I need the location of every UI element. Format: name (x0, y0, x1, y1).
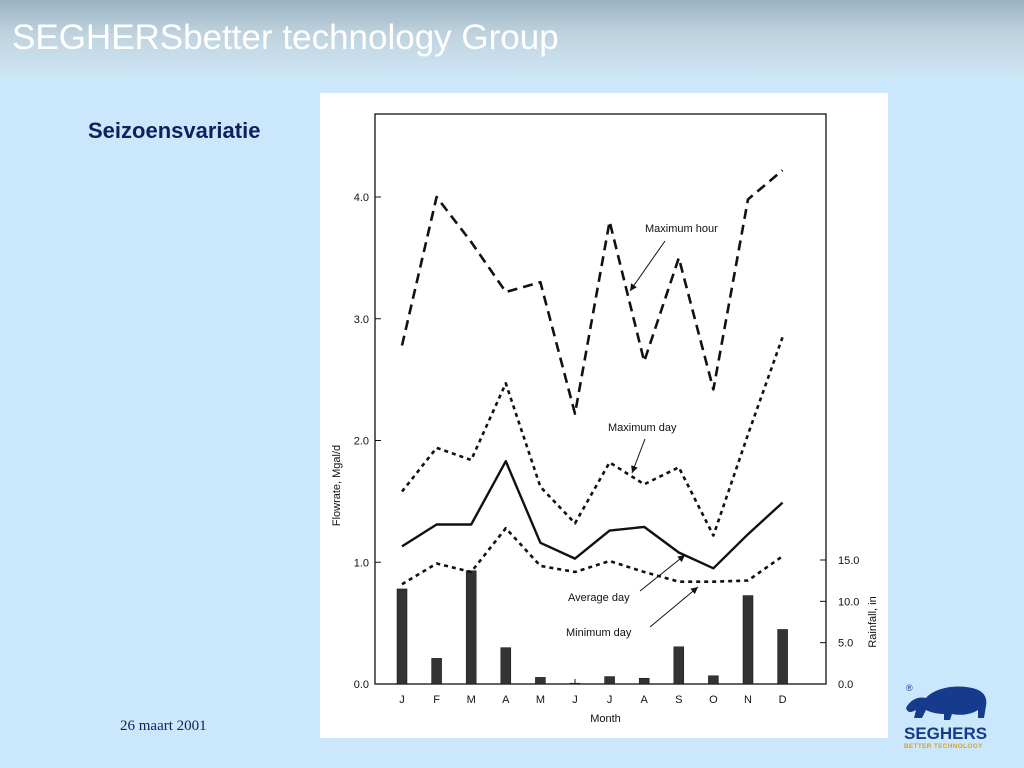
y2-tick-label: 5.0 (838, 638, 853, 650)
rainfall-bar (431, 658, 442, 685)
series-line-maximum-day (400, 336, 784, 537)
annotation-label: Maximum day (608, 422, 677, 434)
rainfall-bar (465, 570, 477, 685)
y-tick-label: 3.0 (354, 314, 369, 326)
annotation-arrowhead (690, 587, 698, 595)
presentation-title: SEGHERSbetter technology Group (12, 18, 559, 57)
annotation-arrow (639, 554, 686, 592)
rainfall-bar (742, 595, 754, 685)
rainfall-bar (638, 677, 650, 685)
annotation-arrowhead (631, 465, 638, 473)
slide-date: 26 maart 2001 (120, 718, 207, 734)
rainfall-bar (500, 647, 512, 685)
annotation-label: Average day (568, 592, 630, 604)
x-tick-label: J (607, 694, 613, 706)
annotation-label: Maximum hour (645, 223, 718, 235)
annotation-arrowhead (630, 283, 637, 291)
series-line-maximum-hour (400, 169, 784, 416)
annotation-arrowhead (677, 555, 685, 563)
x-tick-label: D (779, 694, 787, 706)
y-tick-label: 4.0 (354, 192, 369, 204)
x-tick-label: F (433, 694, 440, 706)
registered-mark: ® (906, 683, 913, 693)
chart-figure: 0.0 1.0 2.0 3.0 4.0 0.0 5.0 10.0 15.0 J F M A M J J A S O N… (320, 93, 888, 738)
y-axis-label: Flowrate, Mgal/d (331, 445, 343, 526)
rainfall-bar (569, 682, 581, 685)
y2-tick-label: 15.0 (838, 555, 859, 567)
rainfall-bar (708, 675, 719, 685)
rainfall-bar (777, 629, 788, 685)
rainfall-bar (673, 646, 685, 685)
x-tick-label: M (467, 694, 476, 706)
rhino-icon (906, 686, 987, 720)
annotation-arrow (649, 586, 699, 628)
y-tick-label: 1.0 (354, 557, 369, 569)
x-tick-label: J (399, 694, 405, 706)
title-bar: SEGHERSbetter technology Group (0, 0, 1024, 77)
slide-subtitle: Seizoensvariatie (88, 118, 261, 143)
x-tick-label: O (709, 694, 718, 706)
y2-tick-label: 10.0 (838, 596, 859, 608)
rainfall-bar (604, 676, 615, 685)
annotation-arrow (629, 240, 666, 292)
logo-tagline: BETTER TECHNOLOGY (904, 743, 983, 750)
y-tick-label: 0.0 (354, 679, 369, 691)
plot-frame (374, 113, 827, 685)
y2-axis-label: Rainfall, in (867, 596, 879, 647)
x-tick-label: J (572, 694, 578, 706)
logo-wordmark: SEGHERS (904, 724, 988, 743)
x-tick-label: M (536, 694, 545, 706)
flowrate-chart: 0.0 1.0 2.0 3.0 4.0 0.0 5.0 10.0 15.0 J F M A M J J A S O N… (331, 113, 879, 725)
y2-tick-label: 0.0 (838, 679, 853, 691)
rainfall-bar (396, 588, 408, 685)
x-tick-label: A (641, 694, 649, 706)
x-tick-label: S (675, 694, 682, 706)
rainfall-bar (535, 677, 546, 685)
x-tick-label: A (502, 694, 510, 706)
y-tick-label: 2.0 (354, 436, 369, 448)
x-axis-label: Month (590, 713, 621, 725)
annotation-label: Minimum day (566, 627, 632, 639)
x-tick-label: N (744, 694, 752, 706)
series-line-average-day (401, 460, 784, 570)
